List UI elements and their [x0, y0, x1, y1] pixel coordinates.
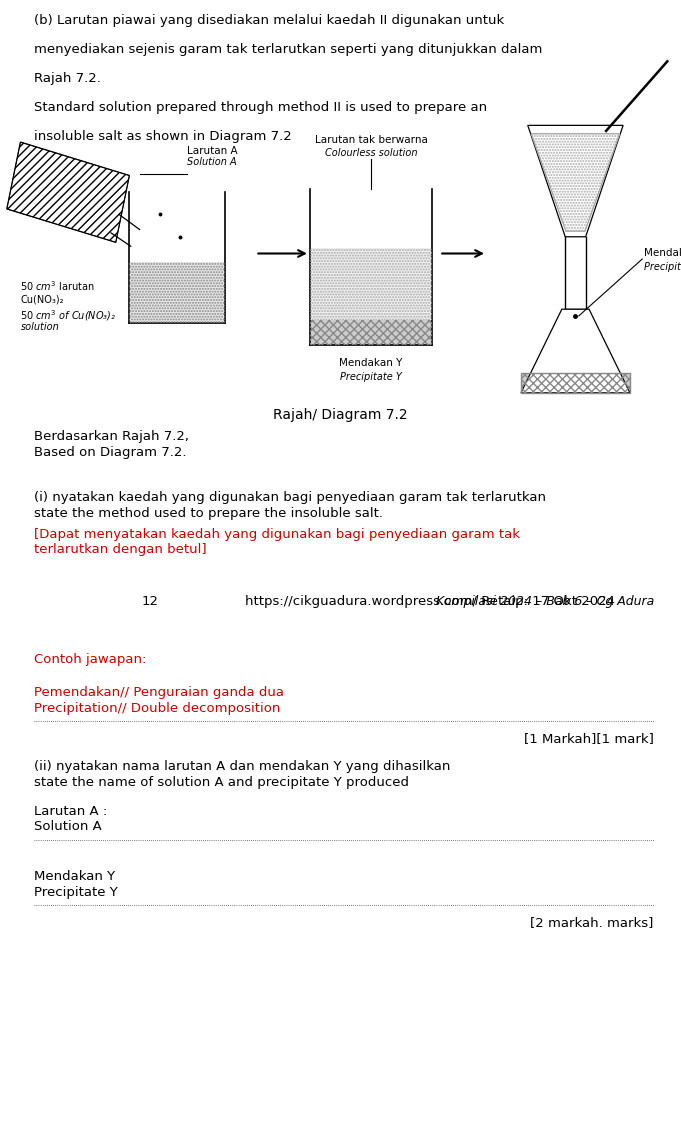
- Text: Mendakan Y: Mendakan Y: [34, 870, 115, 883]
- Bar: [310, 321, 432, 345]
- Text: Rajah 7.2.: Rajah 7.2.: [34, 72, 101, 85]
- Text: Larutan A :: Larutan A :: [34, 805, 108, 817]
- Text: https://cikguadura.wordpress.com/ Retaip: 17 Okt 2024: https://cikguadura.wordpress.com/ Retaip…: [245, 595, 615, 608]
- Text: Kompilasi 2024 – Bab 6 – Cg Adura: Kompilasi 2024 – Bab 6 – Cg Adura: [436, 594, 654, 608]
- Text: Pemendakan// Penguraian ganda dua: Pemendakan// Penguraian ganda dua: [34, 686, 284, 700]
- Text: state the name of solution A and precipitate Y produced: state the name of solution A and precipi…: [34, 776, 409, 788]
- Text: solution: solution: [20, 322, 59, 332]
- Text: Rajah/ Diagram 7.2: Rajah/ Diagram 7.2: [273, 408, 408, 421]
- Polygon shape: [7, 142, 129, 242]
- Text: $50\ cm^3$ larutan: $50\ cm^3$ larutan: [20, 279, 95, 294]
- Polygon shape: [531, 133, 620, 231]
- Bar: [310, 248, 432, 321]
- Polygon shape: [521, 309, 630, 392]
- Text: [1 Markah][1 mark]: [1 Markah][1 mark]: [524, 732, 654, 745]
- Text: Larutan A: Larutan A: [187, 146, 238, 156]
- Text: [2 markah. marks]: [2 markah. marks]: [530, 916, 654, 929]
- Bar: [521, 373, 630, 392]
- Text: Mendakan Y: Mendakan Y: [644, 249, 681, 259]
- Text: Colourless solution: Colourless solution: [325, 148, 417, 158]
- Text: [Dapat menyatakan kaedah yang digunakan bagi penyediaan garam tak: [Dapat menyatakan kaedah yang digunakan …: [34, 528, 520, 540]
- Bar: [129, 262, 225, 323]
- Text: Precipitation// Double decomposition: Precipitation// Double decomposition: [34, 702, 281, 715]
- Text: Precipitate Y: Precipitate Y: [644, 262, 681, 272]
- Text: Larutan tak berwarna: Larutan tak berwarna: [315, 135, 428, 145]
- Bar: [521, 373, 630, 392]
- Bar: [310, 321, 432, 345]
- Text: Contoh jawapan:: Contoh jawapan:: [34, 654, 146, 666]
- Text: Berdasarkan Rajah 7.2,: Berdasarkan Rajah 7.2,: [34, 430, 189, 443]
- Bar: [129, 262, 225, 323]
- Text: Precipitate Y: Precipitate Y: [34, 886, 118, 899]
- Text: Precipitate Y: Precipitate Y: [340, 371, 402, 381]
- Text: 12: 12: [142, 595, 158, 608]
- Text: Standard solution prepared through method II is used to prepare an: Standard solution prepared through metho…: [34, 101, 487, 114]
- Text: $50\ cm^3$ of Cu(NO₃)₂: $50\ cm^3$ of Cu(NO₃)₂: [20, 308, 117, 323]
- Text: (ii) nyatakan nama larutan A dan mendakan Y yang dihasilkan: (ii) nyatakan nama larutan A dan mendaka…: [34, 760, 450, 773]
- Text: (i) nyatakan kaedah yang digunakan bagi penyediaan garam tak terlarutkan: (i) nyatakan kaedah yang digunakan bagi …: [34, 491, 546, 504]
- Text: Solution A: Solution A: [34, 821, 101, 833]
- Text: (b) Larutan piawai yang disediakan melalui kaedah II digunakan untuk: (b) Larutan piawai yang disediakan melal…: [34, 13, 505, 27]
- Bar: [310, 248, 432, 321]
- Text: menyediakan sejenis garam tak terlarutkan seperti yang ditunjukkan dalam: menyediakan sejenis garam tak terlarutka…: [34, 43, 543, 56]
- Text: insoluble salt as shown in Diagram 7.2: insoluble salt as shown in Diagram 7.2: [34, 130, 291, 142]
- Text: Mendakan Y: Mendakan Y: [339, 358, 403, 368]
- Polygon shape: [528, 126, 623, 237]
- Text: terlarutkan dengan betul]: terlarutkan dengan betul]: [34, 544, 206, 556]
- Text: Based on Diagram 7.2.: Based on Diagram 7.2.: [34, 446, 187, 458]
- Text: Cu(NO₃)₂: Cu(NO₃)₂: [20, 294, 64, 304]
- Text: state the method used to prepare the insoluble salt.: state the method used to prepare the ins…: [34, 507, 383, 520]
- Text: Solution A: Solution A: [187, 157, 237, 167]
